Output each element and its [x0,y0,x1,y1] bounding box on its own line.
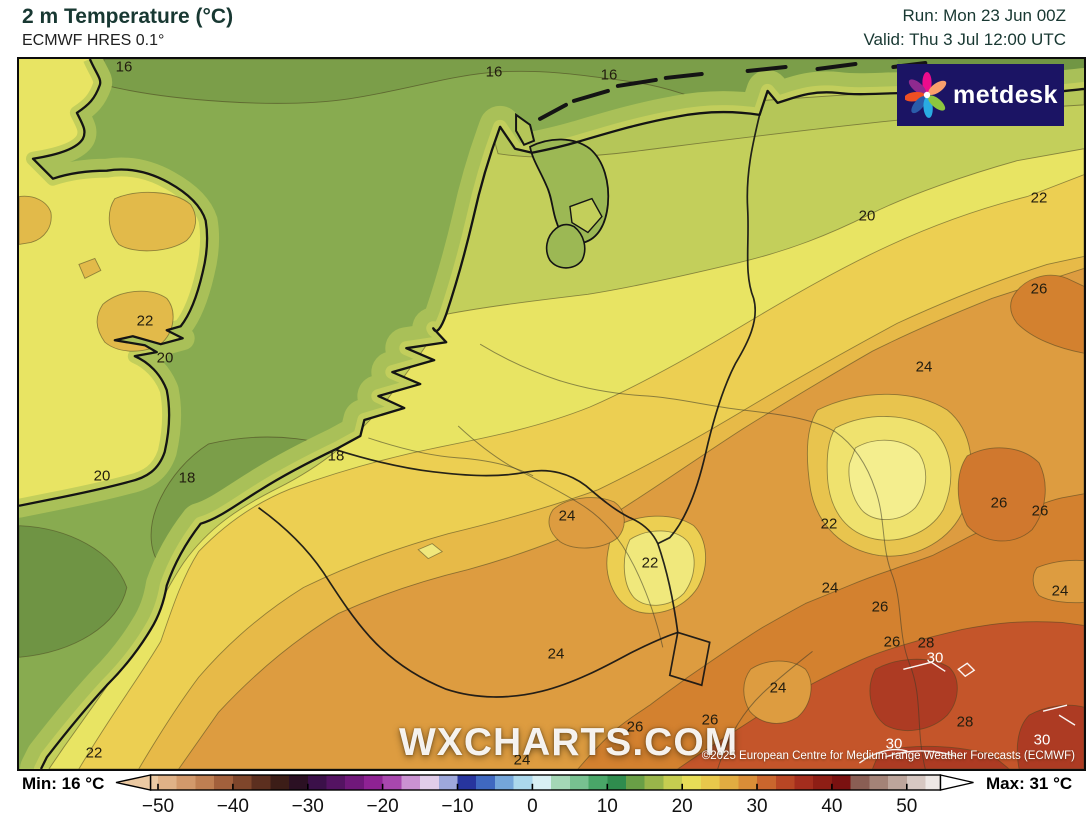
colorbar-tick-label: 0 [527,796,538,817]
ecmwf-copyright: ©2025 European Centre for Medium-range W… [701,750,1075,762]
colorbar-tick-label: 20 [671,796,693,817]
metdesk-logo-text: metdesk [953,80,1058,109]
colorbar-tick-label: 40 [821,796,843,817]
weather-map: 16 16 16 20 20 20 22 22 22 22 22 18 18 24 24 24 24 24 24 24… [17,57,1086,771]
colorbar-tick-label: −20 [366,796,399,817]
model-subtitle: ECMWF HRES 0.1° [22,32,165,49]
max-temp-label: Max: 31 °C [986,774,1073,793]
colorbar-tick-label: −10 [441,796,474,817]
metdesk-logo: metdesk [897,64,1064,126]
colorbar-tick-label: 50 [896,796,918,817]
temperature-legend: Min: 16 °C Max: 31 °C −50 −40 −30 −20 −10 0 10… [0,771,1088,833]
valid-info: Valid: Thu 3 Jul 12:00 UTC [863,30,1066,49]
header: 2 m Temperature (°C) ECMWF HRES 0.1° Run… [0,0,1088,57]
temperature-contour-map [19,59,1084,769]
run-info: Run: Mon 23 Jun 00Z [902,6,1066,25]
colorbar [115,774,974,791]
colorbar-tick-label: −40 [216,796,249,817]
colorbar-tick-label: 30 [746,796,768,817]
colorbar-tick-label: −30 [291,796,324,817]
min-temp-label: Min: 16 °C [22,774,105,793]
colorbar-tick-label: −50 [141,796,175,817]
wxcharts-watermark: WXCHARTS.COM [399,721,739,764]
flower-icon [905,72,947,118]
colorbar-tick-label: 10 [596,796,618,817]
page-title: 2 m Temperature (°C) [22,5,234,28]
